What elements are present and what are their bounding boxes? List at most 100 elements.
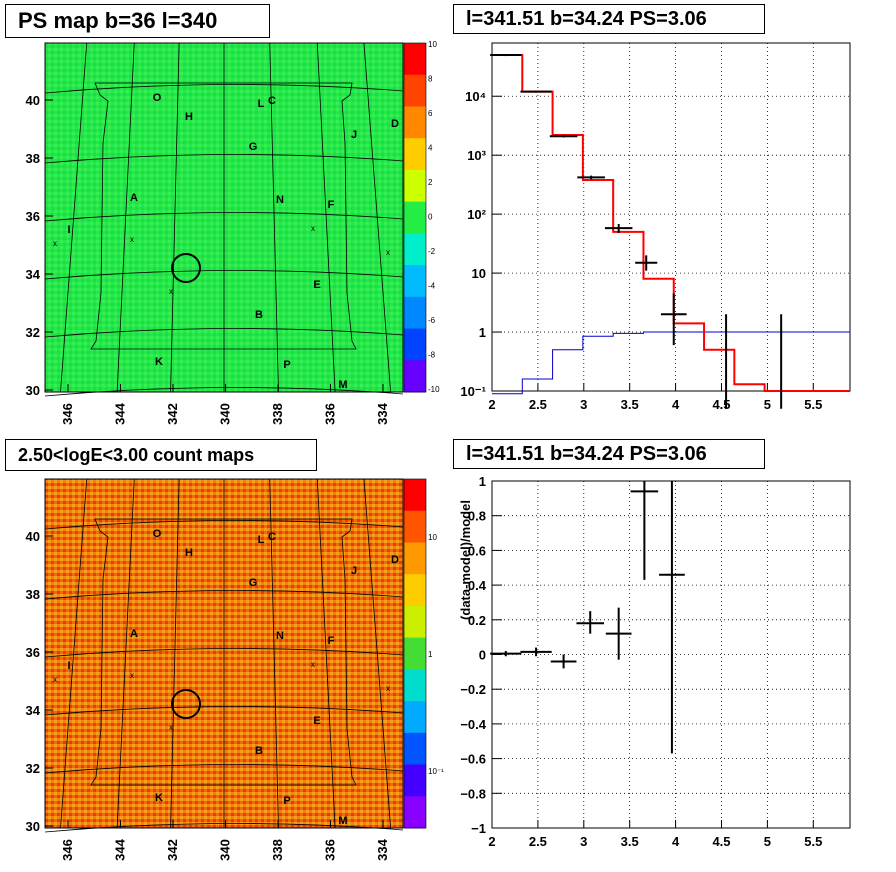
b-axis-tick-label: 32 [26,325,40,340]
colorbar-tick-label: 10⁻¹ [428,767,444,776]
spectrum-plot-area [491,42,851,392]
colorbar-segment [404,732,426,766]
y-axis-tick-label: 10 [472,266,486,281]
longitude-grid-line [170,478,180,829]
count-map-title: 2.50<logE<3.00 count maps [5,439,317,471]
l-axis-tick-label: 342 [165,403,180,425]
source-label: G [249,577,258,589]
roi-outline [90,518,357,786]
source-label: N [276,194,284,206]
source-label: B [255,745,263,757]
longitude-grid-line [269,42,279,393]
colorbar-segment [404,106,426,139]
colorbar-tick-label: -8 [428,351,436,360]
l-axis-tick-label: 334 [375,838,390,860]
colorbar-tick-label: 10 [428,533,437,542]
source-label: I [67,224,70,236]
longitude-grid-line [316,42,336,393]
source-circle [171,253,201,283]
source-label: O [153,92,162,104]
colorbar-tick-label: -4 [428,282,436,291]
source-label: O [153,528,162,540]
y-axis-tick-label: −0.8 [460,786,486,801]
source-marker: x [130,235,134,244]
data-point [604,224,633,233]
data-point [635,255,658,271]
colorbar-segment [404,201,426,234]
longitude-grid-line [269,478,279,829]
y-axis-title: (data-model)/model [458,500,473,620]
longitude-grid-line [116,42,135,393]
source-label: K [155,792,163,804]
x-axis-tick-label: 4 [672,834,680,849]
data-point [490,54,522,57]
x-axis-tick-label: 5.5 [804,834,822,849]
source-label: L [258,534,265,546]
l-axis-tick-label: 338 [270,839,285,861]
l-axis-tick-label: 338 [270,403,285,425]
b-axis-tick-label: 36 [26,209,40,224]
source-label: M [338,379,347,391]
y-axis-tick-label: 1 [479,474,486,489]
colorbar-segment [404,169,426,203]
ps-map-title: PS map b=36 l=340 [5,4,270,38]
source-marker: x [53,239,57,248]
source-label: P [283,795,290,807]
y-axis-tick-label: −0.4 [460,717,486,732]
spectrum-title: l=341.51 b=34.24 PS=3.06 [453,4,765,34]
background-model-step [492,331,850,395]
colorbar-tick-label: -10 [428,385,440,394]
l-axis-tick-label: 344 [113,838,128,860]
y-axis-tick-label: 0.2 [468,613,486,628]
colorbar-frame [403,478,427,829]
colorbar-tick-label: 2 [428,178,433,187]
colorbar-segment [404,796,426,829]
y-axis-tick-label: 0.6 [468,543,486,558]
colorbar-segment [404,510,426,543]
source-label: H [185,547,193,559]
colorbar-segment [404,233,426,266]
source-marker: x [130,671,134,680]
source-label: K [155,356,163,368]
colorbar-tick-label: -6 [428,316,436,325]
data-point [577,175,605,180]
source-label: F [328,199,335,211]
colorbar-frame [403,42,427,393]
source-label: D [391,118,399,130]
b-axis-tick-label: 38 [26,587,40,602]
colorbar-segment [404,574,426,607]
longitude-grid-line [170,42,180,393]
data-point [660,293,687,346]
spectrum-panel: 2 2.5 3 3.5 4 4.5 5 5.5 10⁻¹ 1 10 10² 10³ 10⁴ [460,42,851,412]
source-label: C [268,531,276,543]
source-marker: x [311,660,315,669]
data-point [659,481,685,754]
source-marker: x [53,675,57,684]
longitude-grid-line [116,478,135,829]
source-label: E [313,715,320,727]
source-label: A [130,628,138,640]
colorbar-segment [404,265,426,298]
colorbar-segment [404,138,426,171]
b-axis-tick-label: 36 [26,645,40,660]
x-axis-tick-label: 2 [488,834,495,849]
colorbar-tick-label: -2 [428,247,436,256]
roi-outline [90,82,357,350]
l-axis-tick-label: 346 [60,403,75,425]
source-marker: x [169,723,173,732]
longitude-grid-line [363,42,392,393]
b-axis-tick-label: 40 [26,93,40,108]
l-axis-tick-label: 346 [60,839,75,861]
source-label: L [258,98,265,110]
colorbar-segment [404,296,426,330]
b-axis-tick-label: 34 [26,267,41,282]
y-axis-tick-label: −0.2 [460,682,486,697]
data-point [630,481,659,580]
l-axis-tick-label: 336 [323,839,338,861]
residual-panel: 2 2.5 3 3.5 4 4.5 5 5.5 −1 −0.8 −0.6 −0.4 −0.2 0 0.2 0.… [458,474,851,849]
l-axis-tick-label: 344 [113,402,128,424]
colorbar-segment [404,669,426,702]
source-label: A [130,192,138,204]
x-axis-tick-label: 4 [672,397,680,412]
